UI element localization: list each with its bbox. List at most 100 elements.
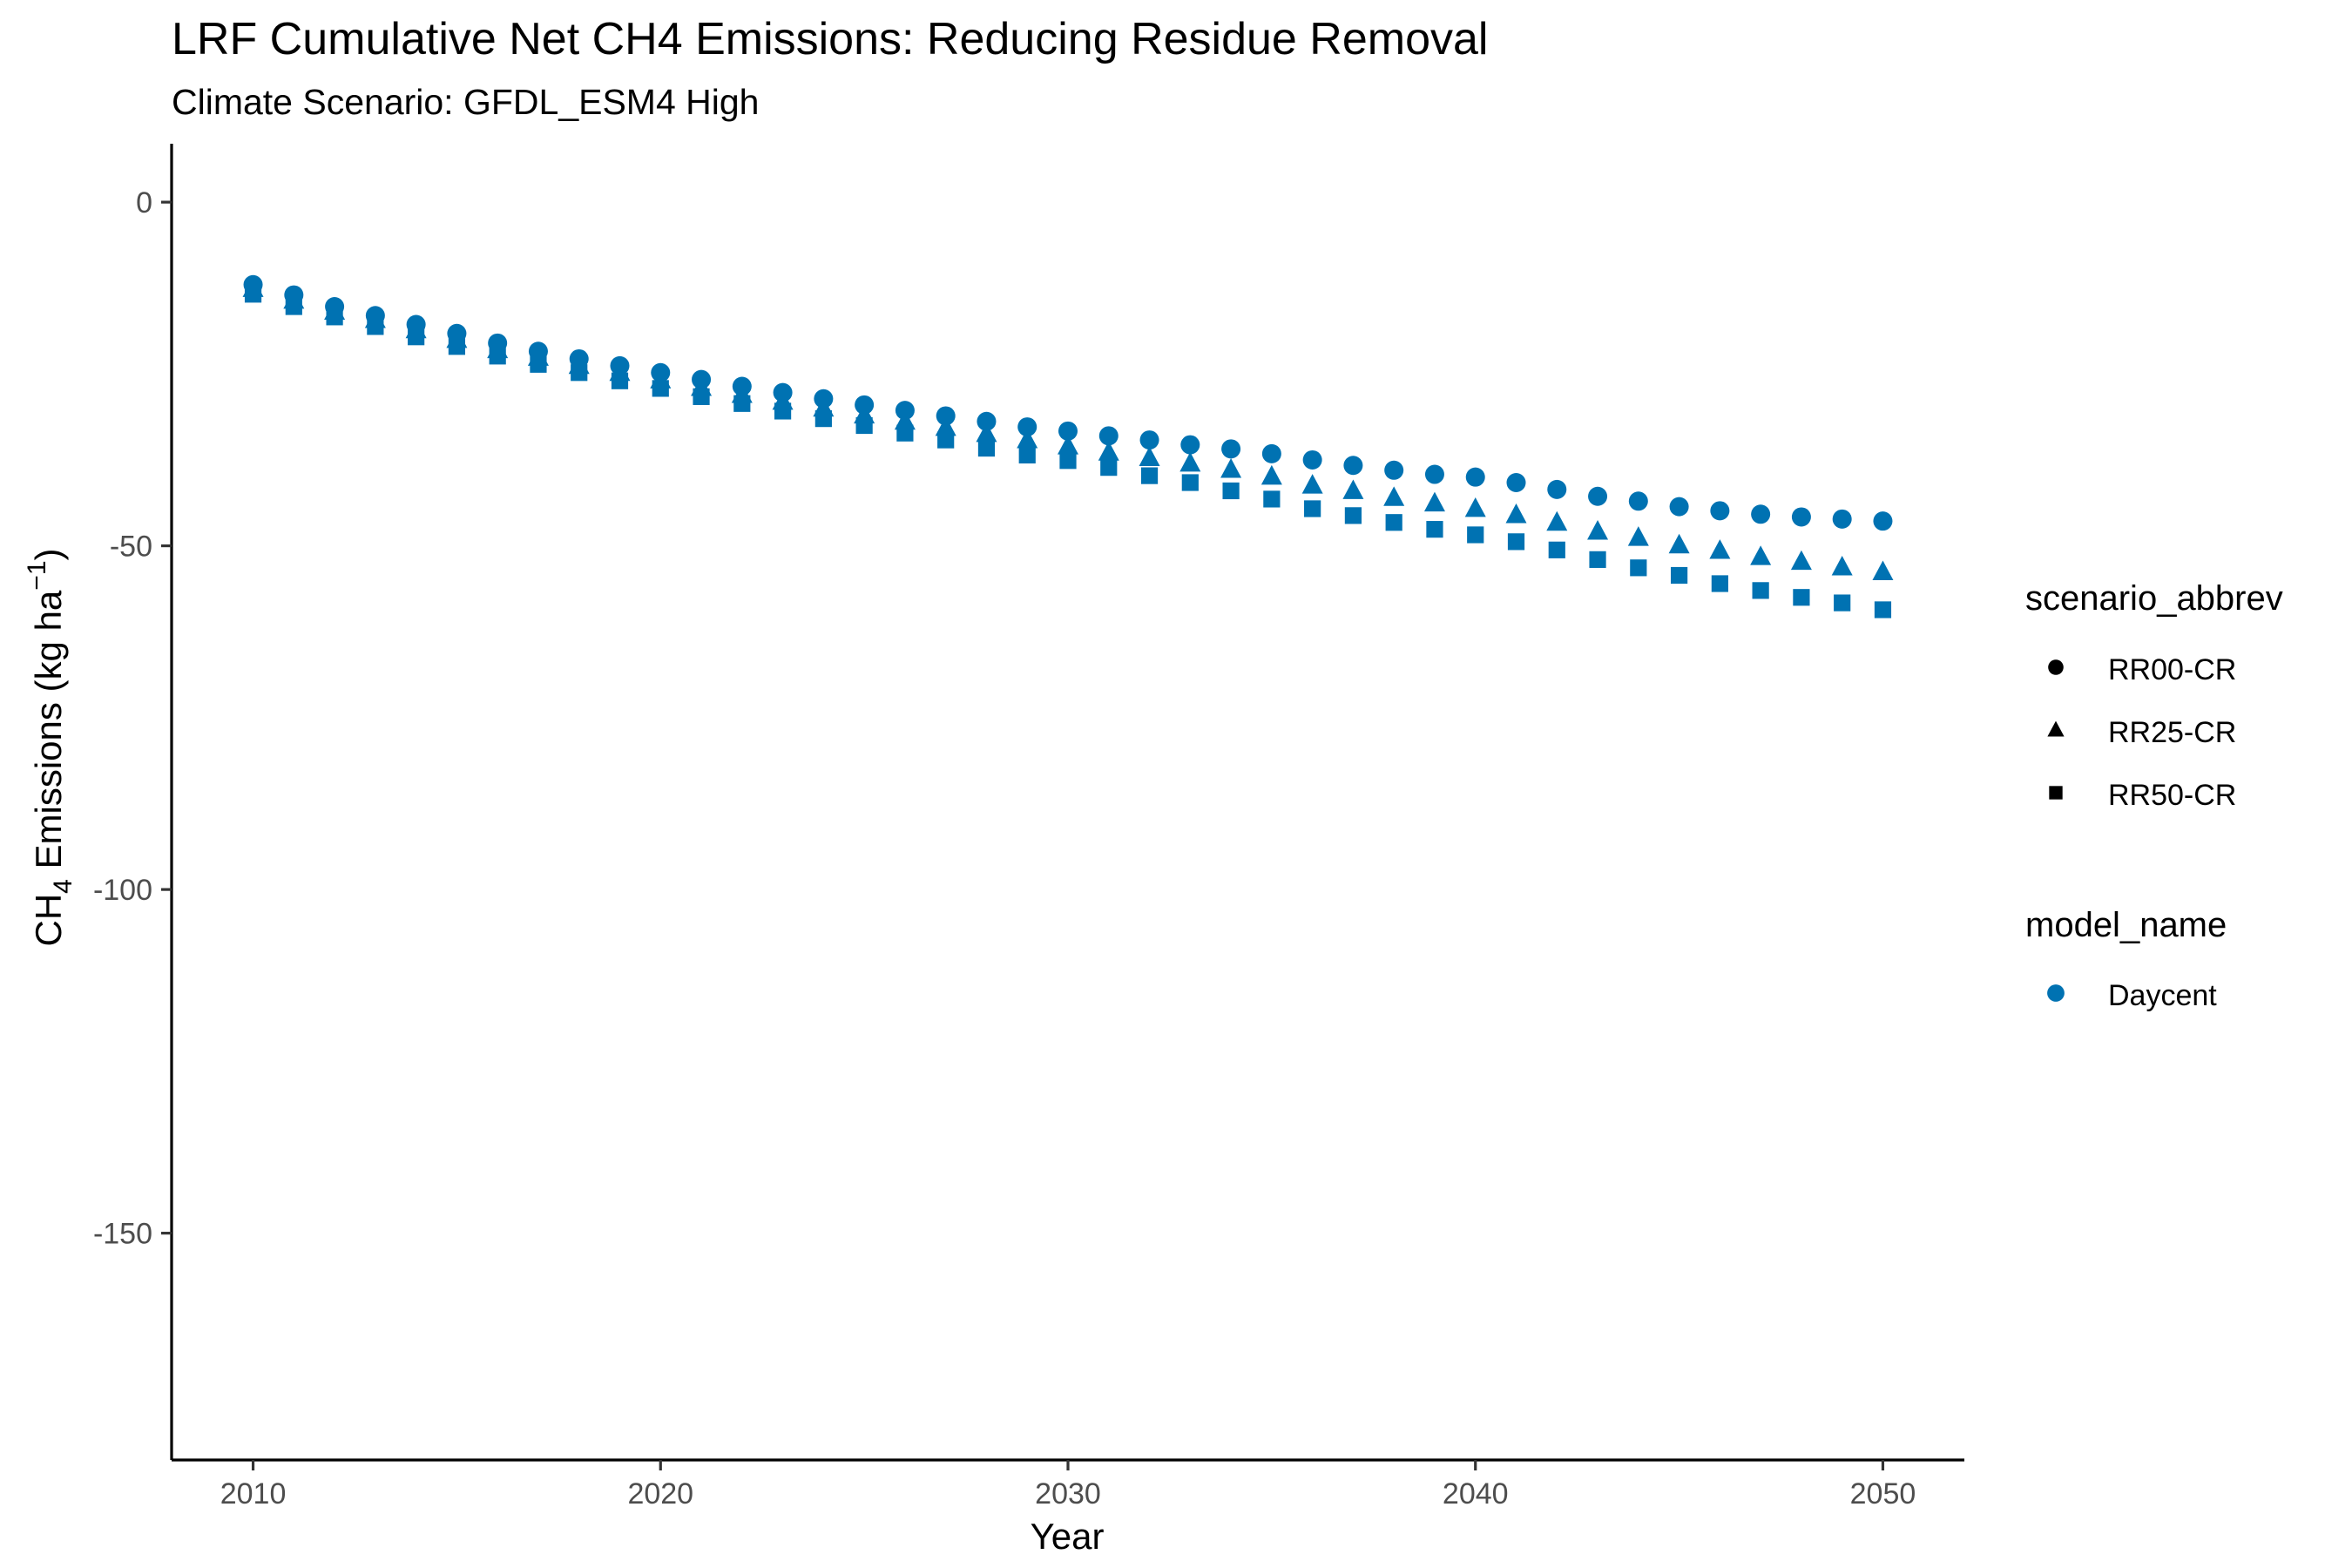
data-point-triangle <box>1098 441 1119 461</box>
data-point-square <box>285 298 302 315</box>
data-point-circle <box>1098 426 1119 446</box>
data-point-triangle <box>1750 545 1772 565</box>
data-point-triangle <box>1342 479 1364 499</box>
data-point-square <box>896 424 914 442</box>
data-point-circle <box>1669 497 1689 517</box>
data-point-triangle <box>1260 464 1282 485</box>
data-point-square <box>1181 474 1199 491</box>
data-point-square <box>693 388 710 405</box>
data-point-triangle <box>1790 550 1812 571</box>
data-point-square <box>1548 541 1565 558</box>
data-point-square <box>937 431 955 449</box>
plot-area: 0 -50 -100 -150 2010 2020 2030 2040 2050 <box>93 144 1964 1511</box>
data-point-square <box>774 402 792 420</box>
data-point-square <box>1467 526 1484 544</box>
data-point-circle <box>977 411 997 431</box>
data-point-square <box>1140 467 1159 484</box>
data-point-square <box>611 372 629 389</box>
data-point-triangle <box>1179 451 1201 472</box>
data-point-square <box>530 355 547 373</box>
data-point-square <box>1304 500 1321 517</box>
data-point-square <box>733 395 751 412</box>
legend-items-model: Daycent <box>2047 979 2217 1012</box>
x-tick-label: 2040 <box>1443 1477 1509 1511</box>
legend-title-scenario: scenario_abbrev <box>2025 579 2283 618</box>
data-point-circle <box>1384 460 1404 480</box>
data-point-triangle <box>1546 510 1568 531</box>
data-point-square <box>1426 521 1443 538</box>
data-point-triangle <box>935 416 956 436</box>
chart-title: LRF Cumulative Net CH4 Emissions: Reduci… <box>172 14 1488 64</box>
data-point-square <box>326 308 343 326</box>
data-point-circle <box>1791 507 1811 527</box>
legend-key-triangle <box>2047 720 2065 737</box>
data-point-square <box>1344 507 1362 524</box>
y-axis-title-subscript: 4 <box>49 879 78 894</box>
x-axis-ticks: 2010 2020 2030 2040 2050 <box>220 1460 1916 1511</box>
data-point-triangle <box>1627 526 1649 546</box>
data-point-square <box>652 380 669 397</box>
x-tick-label: 2030 <box>1035 1477 1101 1511</box>
chart-subtitle: Climate Scenario: GFDL_ESM4 High <box>172 82 759 122</box>
data-point-triangle <box>1831 556 1853 576</box>
data-point-circle <box>1506 472 1526 492</box>
data-point-triangle <box>1709 539 1731 559</box>
data-point-square <box>1385 514 1402 531</box>
data-point-circle <box>1221 439 1241 459</box>
x-axis-title: Year <box>1031 1516 1105 1557</box>
data-point-square <box>1018 446 1036 464</box>
data-point-square <box>1630 559 1647 577</box>
legend-items-scenario: RR00-CR RR25-CR RR50-CR <box>2047 653 2236 812</box>
data-point-triangle <box>1058 435 1078 455</box>
data-point-square <box>814 410 832 428</box>
data-point-circle <box>1261 443 1281 463</box>
data-point-square <box>1752 582 1769 599</box>
x-tick-label: 2050 <box>1850 1477 1916 1511</box>
data-points <box>242 274 1894 618</box>
data-point-circle <box>1588 486 1608 506</box>
data-point-square <box>1263 490 1281 508</box>
y-axis-title-middle: Emissions (kg ha <box>28 590 69 879</box>
legend-key-circle <box>2047 984 2065 1002</box>
data-point-square <box>855 416 873 435</box>
data-point-circle <box>1058 421 1078 441</box>
data-point-circle <box>1017 417 1037 437</box>
data-point-circle <box>1139 430 1159 450</box>
data-point-square <box>1711 575 1728 592</box>
data-point-circle <box>1710 501 1730 521</box>
data-point-triangle <box>1872 560 1894 581</box>
data-point-square <box>1100 459 1118 476</box>
legend-title-model: model_name <box>2025 906 2227 944</box>
data-point-triangle <box>1220 457 1242 478</box>
data-point-circle <box>1547 479 1567 499</box>
data-point-circle <box>936 406 956 426</box>
data-point-triangle <box>1017 429 1038 449</box>
y-tick-label: 0 <box>136 186 152 220</box>
data-point-square <box>1834 594 1851 612</box>
data-point-square <box>448 338 466 355</box>
data-point-circle <box>1424 464 1444 484</box>
data-point-square <box>1793 589 1810 606</box>
data-point-triangle <box>1505 504 1527 524</box>
data-point-circle <box>1343 456 1363 476</box>
data-point-triangle <box>1464 497 1486 517</box>
data-point-square <box>408 328 425 346</box>
legend-key-square <box>2049 786 2063 800</box>
data-point-triangle <box>1301 474 1323 494</box>
data-point-square <box>489 348 506 365</box>
legend-label: RR00-CR <box>2108 653 2236 686</box>
data-point-circle <box>1873 511 1893 531</box>
data-point-triangle <box>976 422 997 443</box>
legend-key-circle <box>2048 659 2064 675</box>
data-point-square <box>244 286 262 303</box>
legend: scenario_abbrev RR00-CR RR25-CR RR50-CR mo… <box>2025 579 2283 1012</box>
data-point-triangle <box>1423 491 1445 512</box>
data-point-square <box>1670 566 1688 585</box>
y-tick-label: -50 <box>110 531 152 564</box>
data-point-triangle <box>1139 446 1160 467</box>
data-point-circle <box>1180 435 1200 455</box>
data-point-triangle <box>1587 519 1609 540</box>
data-point-circle <box>1832 509 1852 529</box>
y-axis-title-suffix: ) <box>28 548 69 560</box>
